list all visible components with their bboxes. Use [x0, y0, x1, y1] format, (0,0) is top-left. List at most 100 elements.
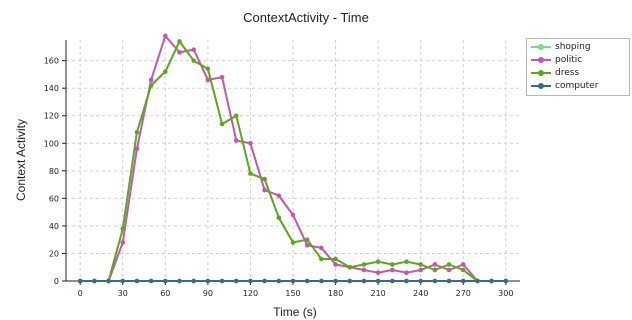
- data-point-dress: [375, 259, 381, 265]
- data-point-politic: [177, 50, 182, 55]
- data-point-computer: [418, 278, 423, 284]
- data-point-computer: [390, 278, 395, 284]
- data-point-politic: [390, 267, 395, 273]
- x-tick-label: 300: [498, 289, 513, 298]
- data-point-politic: [361, 267, 367, 273]
- data-point-computer: [191, 278, 196, 284]
- data-point-computer: [432, 278, 438, 284]
- data-point-dress: [276, 215, 282, 220]
- legend-item-politic[interactable]: politic: [531, 54, 582, 66]
- legend-swatch: [531, 80, 551, 92]
- x-axis-label: Time (s): [273, 305, 317, 319]
- data-point-computer: [290, 278, 296, 284]
- y-tick-label: 40: [49, 222, 59, 231]
- data-point-politic: [276, 193, 282, 198]
- data-point-computer: [503, 278, 509, 284]
- x-tick-label: 150: [285, 289, 300, 298]
- x-tick-label: 210: [370, 289, 385, 298]
- data-point-dress: [446, 262, 452, 267]
- data-point-dress: [233, 113, 239, 119]
- legend-label: computer: [555, 81, 599, 91]
- data-point-politic: [460, 262, 466, 267]
- data-point-dress: [290, 240, 296, 245]
- data-point-dress: [390, 262, 395, 267]
- data-point-politic: [446, 267, 452, 273]
- grid: [66, 40, 520, 281]
- data-point-politic: [375, 270, 381, 276]
- data-point-computer: [92, 278, 97, 284]
- data-point-politic: [418, 267, 423, 273]
- x-tick-label: 30: [118, 289, 128, 298]
- data-point-dress: [460, 267, 466, 273]
- y-tick-label: 0: [54, 277, 59, 286]
- data-point-dress: [163, 69, 168, 74]
- data-point-politic: [404, 270, 409, 276]
- data-point-politic: [191, 47, 196, 52]
- data-point-computer: [333, 278, 338, 284]
- data-point-dress: [191, 58, 196, 63]
- data-point-politic: [233, 138, 239, 143]
- legend-label: dress: [555, 68, 580, 78]
- data-point-politic: [262, 187, 267, 193]
- y-tick-label: 140: [44, 84, 59, 93]
- x-tick-label: 90: [203, 289, 213, 298]
- legend-swatch: [531, 54, 551, 66]
- data-point-computer: [120, 278, 126, 284]
- data-point-politic: [333, 262, 338, 267]
- data-point-dress: [205, 66, 211, 72]
- y-tick-label: 100: [44, 139, 59, 148]
- data-point-computer: [347, 278, 353, 284]
- data-point-politic: [205, 77, 211, 83]
- data-point-computer: [205, 278, 211, 284]
- legend-label: politic: [555, 55, 583, 65]
- data-point-computer: [489, 278, 494, 284]
- data-point-computer: [248, 278, 253, 284]
- tick-labels: 0 30 60 90 120 150 180 210 240 270 300 0 20 40 60 80 100…: [44, 57, 514, 298]
- y-tick-label: 60: [49, 194, 59, 203]
- x-tick-label: 60: [160, 289, 170, 298]
- data-point-computer: [177, 278, 182, 284]
- legend-item-dress[interactable]: dress: [531, 67, 579, 79]
- legend: shoping politic dress computer: [526, 38, 630, 96]
- data-point-politic: [120, 240, 126, 245]
- data-point-dress: [120, 226, 126, 231]
- data-point-dress: [418, 262, 423, 267]
- data-point-politic: [290, 212, 296, 218]
- data-point-computer: [361, 278, 367, 284]
- data-point-dress: [347, 264, 353, 270]
- data-point-computer: [262, 278, 267, 284]
- data-point-dress: [248, 171, 253, 176]
- data-point-politic: [163, 33, 168, 39]
- data-point-dress: [177, 39, 182, 44]
- data-point-dress: [148, 83, 154, 88]
- data-point-politic: [432, 262, 438, 267]
- y-tick-label: 160: [44, 57, 59, 66]
- data-point-dress: [432, 267, 438, 273]
- data-point-dress: [333, 256, 338, 262]
- x-tick-label: 180: [328, 289, 343, 298]
- data-point-dress: [134, 129, 140, 135]
- data-point-politic: [248, 140, 253, 146]
- data-point-dress: [319, 256, 324, 262]
- x-tick-label: 120: [243, 289, 258, 298]
- y-tick-label: 20: [49, 249, 59, 258]
- data-point-computer: [319, 278, 324, 284]
- y-tick-label: 120: [44, 112, 59, 121]
- data-point-computer: [304, 278, 310, 284]
- data-point-computer: [276, 278, 282, 284]
- data-point-computer: [163, 278, 168, 284]
- data-point-computer: [475, 278, 480, 284]
- data-point-dress: [361, 262, 367, 267]
- series-points: [77, 33, 509, 284]
- data-point-computer: [219, 278, 225, 284]
- y-axis-label: Context Activity: [14, 119, 28, 201]
- data-point-dress: [262, 176, 267, 182]
- data-point-computer: [404, 278, 409, 284]
- legend-item-computer[interactable]: computer: [531, 80, 598, 92]
- data-point-computer: [148, 278, 154, 284]
- data-point-computer: [233, 278, 239, 284]
- y-tick-label: 80: [49, 167, 59, 176]
- x-tick-label: 270: [456, 289, 471, 298]
- legend-item-shoping[interactable]: shoping: [531, 41, 591, 53]
